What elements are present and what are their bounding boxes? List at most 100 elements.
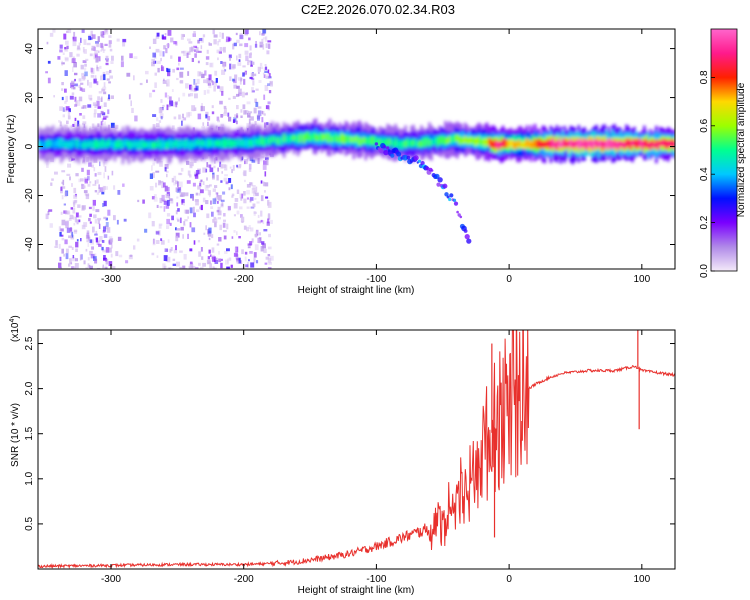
spectrogram-noise-blob: [153, 197, 158, 202]
spectrogram-noise-blob: [100, 49, 102, 52]
spectrogram-ridge-cell: [473, 137, 477, 147]
spectrogram-noise-blob: [167, 95, 170, 100]
spectrogram-noise-blob: [219, 32, 222, 38]
spectrogram-ridge-cell: [191, 141, 194, 148]
snr-series: [38, 330, 675, 569]
spectrogram-noise-blob: [255, 88, 259, 91]
spectrogram-noise-blob: [59, 49, 63, 53]
spectrogram-noise-blob: [233, 214, 236, 217]
spectrogram-noise-blob: [241, 193, 244, 199]
spectrogram-noise-blob: [96, 240, 100, 245]
spectrogram-noise-blob: [180, 80, 184, 84]
spectrogram-noise-blob: [160, 240, 165, 245]
spectrogram-noise-blob: [211, 256, 216, 262]
spectrogram-noise-blob: [178, 172, 181, 176]
spectrogram-noise-blob: [247, 113, 251, 118]
spectrogram-branch-point: [452, 198, 457, 202]
spectrogram-noise-blob: [152, 239, 156, 246]
spectrogram-noise-blob: [232, 165, 235, 171]
spectrogram-ridge-cell: [573, 140, 577, 149]
spectrogram-noise-blob: [137, 199, 140, 203]
spectrogram-noise-blob: [97, 123, 100, 127]
spectrogram-noise-blob: [244, 50, 249, 55]
spectrogram-noise-blob: [104, 166, 107, 172]
spectrogram-noise-blob: [216, 209, 220, 213]
spectrogram-ridge-cell: [507, 140, 511, 149]
spectrogram-branch-point: [417, 159, 421, 163]
spectrogram-noise-blob: [189, 161, 194, 167]
spectrogram-noise-blob: [210, 254, 212, 257]
spectrogram-ridge-cell: [270, 135, 274, 143]
snr-y-label: SNR (10 * v/v): [10, 403, 21, 467]
spectrogram-noise-blob: [255, 186, 258, 193]
spectrogram-noise-blob: [203, 232, 206, 235]
spectrogram-noise-blob: [199, 266, 204, 269]
spectrogram-noise-blob: [79, 87, 83, 91]
spectrogram-noise-blob: [77, 120, 80, 127]
spectrogram-noise-blob: [97, 171, 102, 176]
spectrogram-noise-blob: [229, 38, 232, 41]
spectrogram-noise-blob: [80, 37, 82, 43]
spectrogram-noise-blob: [74, 216, 77, 223]
spectrogram-noise-blob: [105, 217, 108, 221]
spectrogram-ridge-cell: [107, 139, 111, 147]
snr-multiplier-close: ): [10, 315, 21, 318]
spectrogram-ridge-cell: [65, 141, 69, 150]
spectrogram-noise-blob: [159, 206, 163, 209]
spectrogram-noise-blob: [105, 71, 110, 75]
spectrogram-noise-blob: [246, 101, 251, 105]
spectrogram-noise-blob: [228, 187, 231, 191]
spectrogram-noise-blob: [247, 246, 251, 249]
spectrogram-ridge-cell: [223, 138, 226, 148]
spectrogram-noise-blob: [250, 116, 254, 121]
spectrogram-noise-blob: [267, 101, 271, 105]
spectrogram-noise-blob: [189, 222, 192, 228]
spectrogram-noise-blob: [81, 88, 86, 92]
spectrogram-noise-blob: [198, 251, 202, 257]
spectrogram-noise-blob: [149, 173, 153, 179]
spectrogram-noise-blob: [254, 121, 257, 125]
spectrogram-ridge-cell: [396, 140, 399, 149]
spectrogram-ridge-cell: [145, 141, 149, 148]
spectrogram-noise-blob: [192, 206, 195, 213]
spectrogram-noise-blob: [176, 202, 179, 207]
spectrogram-x-ticks: -300 -200 -100 0 100: [101, 29, 651, 285]
spectrogram-noise-blob: [103, 186, 106, 192]
spectrogram-noise-blob: [227, 258, 229, 264]
spectrogram-ridge-cell: [613, 140, 616, 148]
spectrogram-noise-blob: [93, 109, 97, 115]
spectrogram-noise-blob: [78, 84, 81, 88]
spectrogram-noise-blob: [261, 117, 264, 123]
spectrogram-noise-blob: [156, 123, 160, 127]
spectrogram-ridge-cell: [310, 133, 314, 141]
spectrogram-noise-blob: [87, 242, 90, 247]
spectrogram-noise-blob: [157, 60, 161, 64]
spectrogram-ridge-cell: [448, 135, 451, 143]
spectrogram-ridge-cell: [326, 133, 330, 143]
spectrogram-noise-blob: [165, 47, 168, 54]
spectrogram-noise-blob: [248, 225, 251, 229]
spectrogram-noise-blob: [47, 211, 50, 216]
spectrogram-noise-blob: [193, 31, 196, 37]
spectrogram-noise-blob: [238, 164, 242, 167]
spectrogram-noise-blob: [230, 264, 233, 268]
spectrogram-noise-blob: [93, 256, 97, 261]
spectrogram-ridge-cell: [521, 141, 525, 149]
spectrogram-ridge-cell: [477, 136, 481, 145]
spectrogram-noise-blob: [240, 216, 245, 222]
spectrogram-noise-blob: [244, 256, 247, 262]
spectrogram-noise-blob: [88, 206, 92, 210]
spectrogram-noise-blob: [61, 219, 66, 226]
spectrogram-ridge-cell: [318, 133, 322, 141]
spectrogram-noise-blob: [208, 82, 212, 89]
spectrogram-ridge-cell: [563, 138, 567, 148]
spectrogram-noise-blob: [176, 67, 180, 71]
spectrogram-ridge-cell: [438, 135, 441, 145]
spectrogram-noise-blob: [175, 235, 179, 242]
spectrogram-noise-blob: [201, 256, 204, 260]
spectrogram-noise-blob: [256, 114, 261, 120]
spectrogram-noise-blob: [71, 266, 75, 269]
spectrogram-noise-blob: [236, 105, 239, 110]
spectrogram-noise-blob: [261, 110, 264, 114]
spectrogram-ridge-cell: [541, 141, 545, 148]
